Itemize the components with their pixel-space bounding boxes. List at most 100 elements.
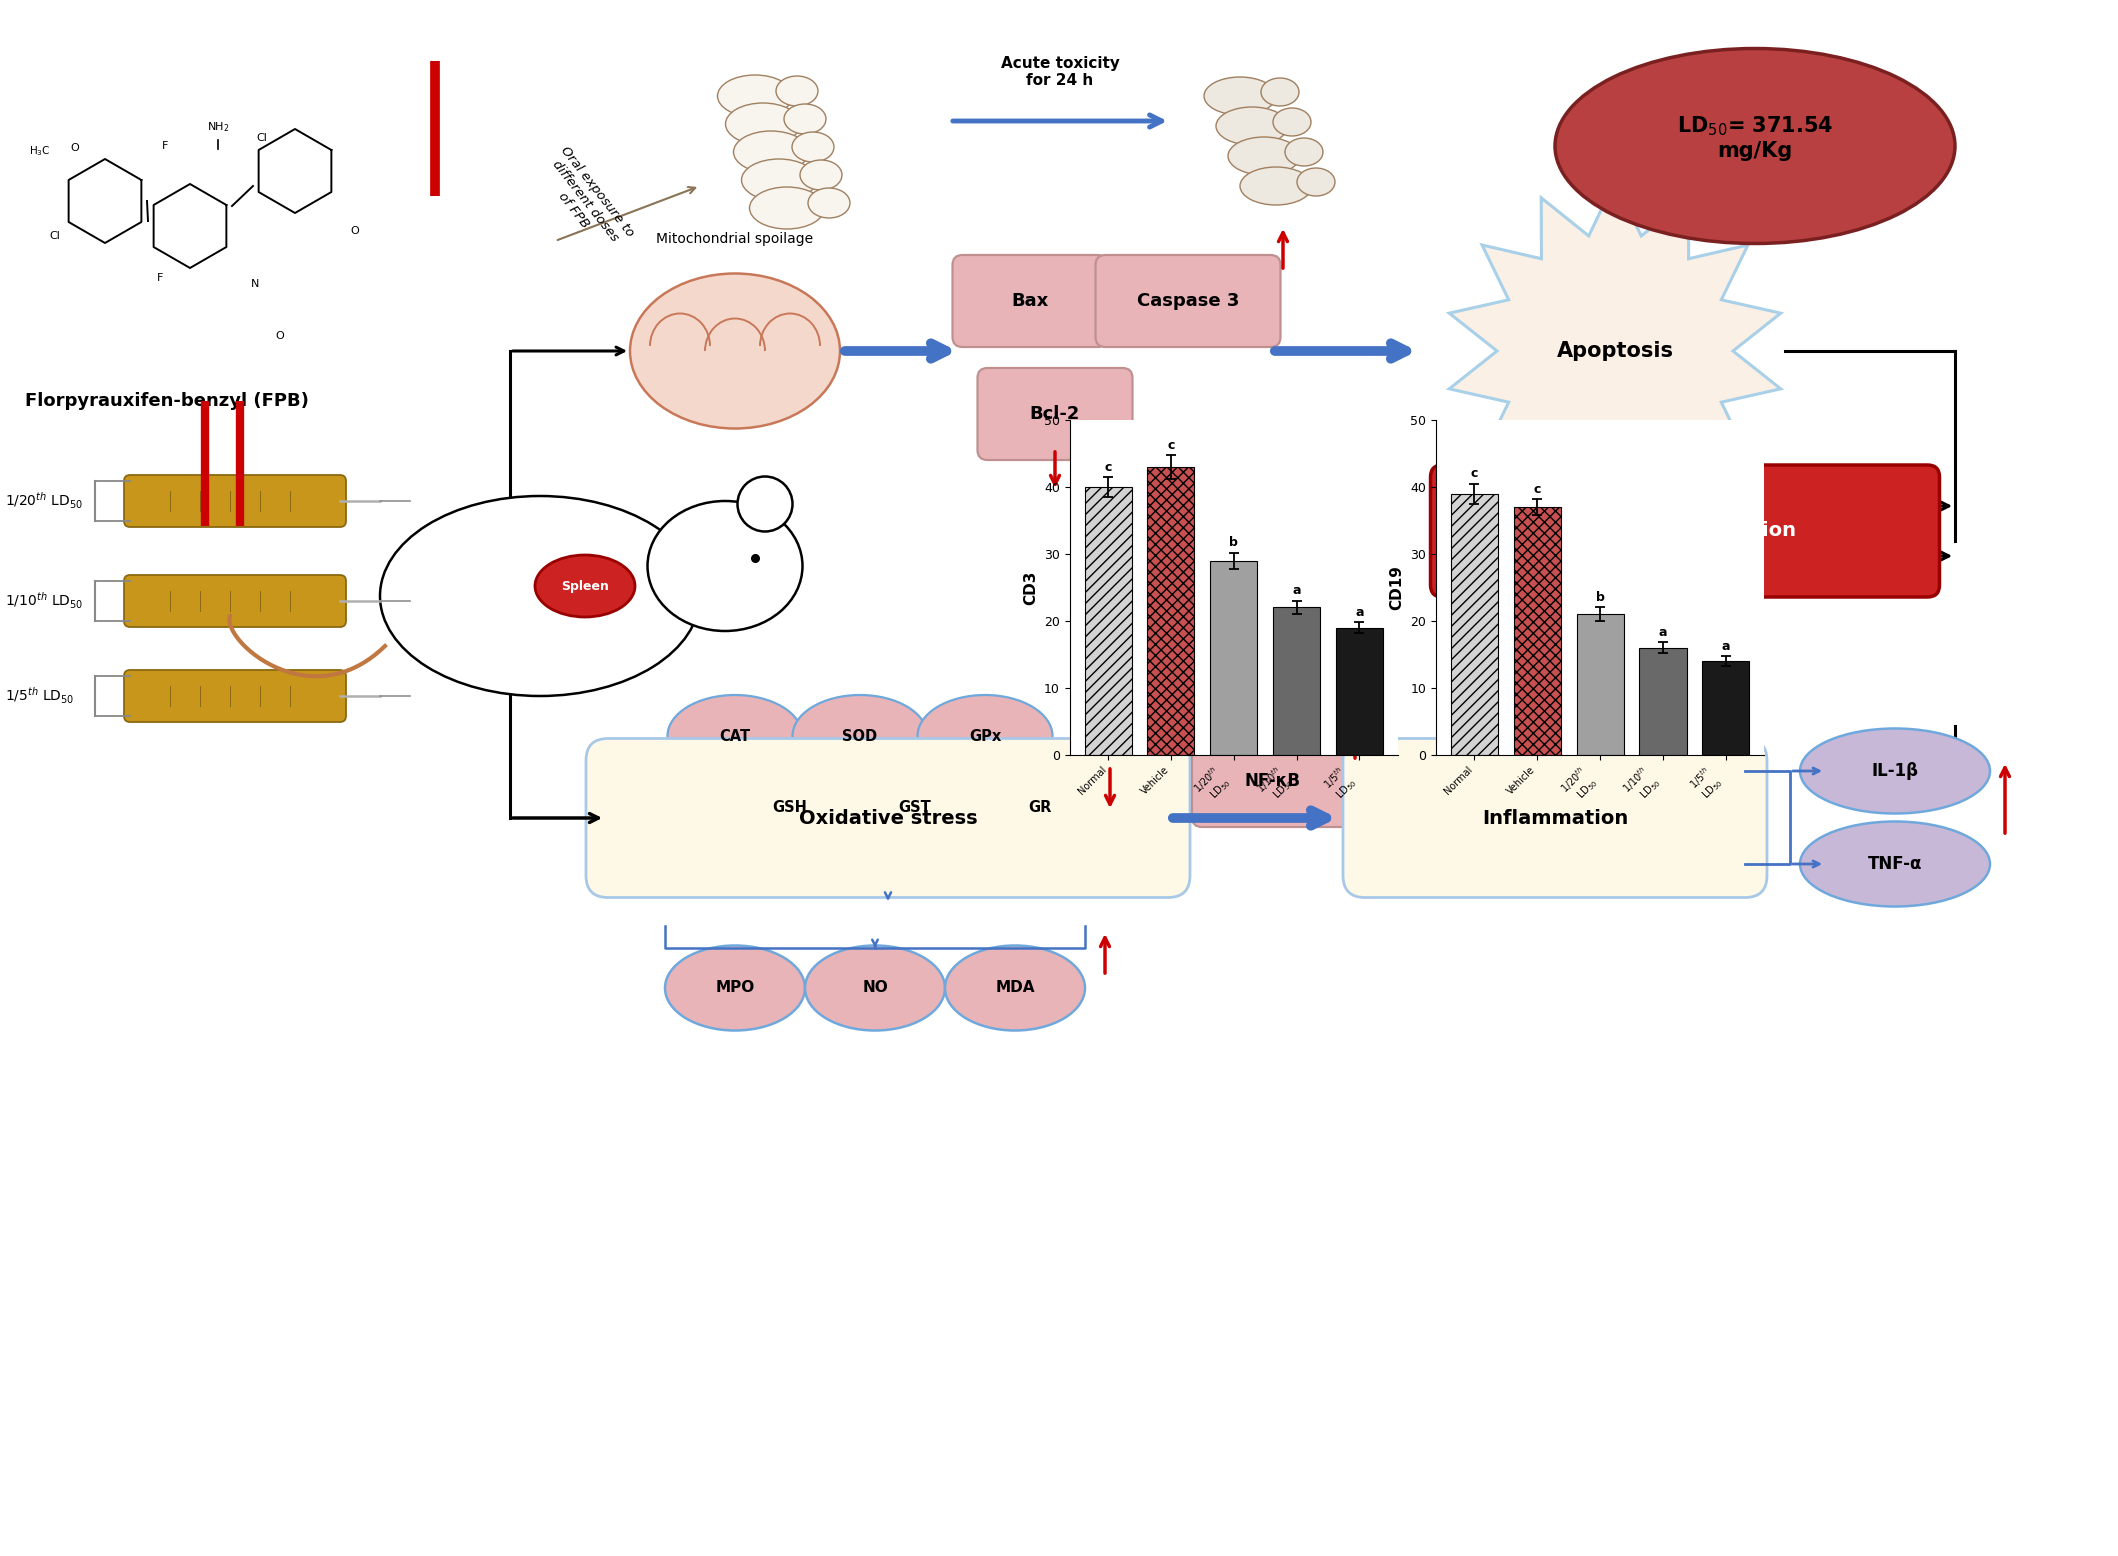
Ellipse shape [667, 696, 803, 776]
Text: Immunosuppression: Immunosuppression [1574, 521, 1796, 540]
Text: c: c [1103, 461, 1112, 473]
Polygon shape [1449, 180, 1781, 521]
Text: a: a [1356, 605, 1364, 619]
Text: F: F [161, 142, 167, 151]
Text: 1/10$^{th}$ LD$_{50}$: 1/10$^{th}$ LD$_{50}$ [4, 591, 83, 612]
Text: O: O [352, 226, 360, 237]
FancyBboxPatch shape [953, 255, 1108, 347]
Ellipse shape [1800, 822, 1991, 907]
Bar [1336, 627, 1383, 755]
Bar [1209, 560, 1258, 755]
Bar [1514, 507, 1561, 755]
Text: c: c [1167, 439, 1175, 451]
Ellipse shape [1286, 138, 1324, 166]
Text: O: O [70, 143, 78, 152]
Text: H$_3$C: H$_3$C [30, 145, 51, 157]
Text: b: b [1228, 537, 1239, 549]
Text: N: N [250, 279, 258, 289]
Text: a: a [1658, 626, 1667, 640]
Ellipse shape [741, 159, 818, 201]
Y-axis label: CD3: CD3 [1023, 569, 1038, 605]
Bar [1451, 493, 1497, 755]
Ellipse shape [807, 188, 849, 218]
Ellipse shape [805, 946, 945, 1030]
Text: b: b [1595, 591, 1605, 604]
Ellipse shape [775, 76, 818, 106]
Text: c: c [1470, 467, 1478, 481]
Ellipse shape [737, 476, 792, 532]
Ellipse shape [665, 946, 805, 1030]
Bar [1576, 615, 1625, 755]
FancyBboxPatch shape [587, 739, 1190, 898]
Text: Cl: Cl [49, 230, 61, 241]
Ellipse shape [648, 501, 803, 632]
Text: F: F [157, 272, 163, 283]
Text: O: O [275, 331, 284, 341]
Text: a: a [1722, 640, 1730, 654]
Text: Acute toxicity
for 24 h: Acute toxicity for 24 h [1000, 56, 1120, 89]
Bar [1703, 661, 1749, 755]
Ellipse shape [750, 187, 824, 229]
Text: TNF-α: TNF-α [1868, 854, 1923, 873]
Text: MPO: MPO [716, 980, 754, 996]
Ellipse shape [1296, 168, 1334, 196]
Ellipse shape [722, 767, 858, 850]
Ellipse shape [847, 767, 983, 850]
Text: Bax: Bax [1012, 293, 1048, 310]
Text: SOD: SOD [843, 728, 877, 744]
Ellipse shape [1260, 78, 1298, 106]
Ellipse shape [792, 132, 834, 162]
Bar [1148, 467, 1195, 755]
Text: NO: NO [862, 980, 887, 996]
Ellipse shape [726, 103, 801, 145]
Ellipse shape [1273, 107, 1311, 135]
Ellipse shape [1228, 137, 1300, 174]
Y-axis label: CD19: CD19 [1389, 565, 1404, 610]
FancyBboxPatch shape [1430, 465, 1940, 598]
Text: Oral exposure to
different doses
of FPB: Oral exposure to different doses of FPB [534, 145, 635, 258]
Text: 1/20$^{th}$ LD$_{50}$: 1/20$^{th}$ LD$_{50}$ [4, 490, 83, 512]
Text: Apoptosis: Apoptosis [1557, 341, 1673, 361]
Ellipse shape [945, 946, 1084, 1030]
FancyBboxPatch shape [125, 475, 345, 527]
Text: GPx: GPx [968, 728, 1002, 744]
Ellipse shape [718, 75, 792, 117]
FancyBboxPatch shape [1343, 739, 1766, 898]
Text: LD$_{50}$= 371.54
mg/Kg: LD$_{50}$= 371.54 mg/Kg [1677, 115, 1834, 162]
Ellipse shape [733, 131, 809, 173]
Text: NH$_2$: NH$_2$ [208, 120, 229, 134]
Text: Mitochondrial spoilage: Mitochondrial spoilage [657, 232, 813, 246]
Text: a: a [1292, 585, 1300, 598]
Text: Bcl-2: Bcl-2 [1029, 405, 1080, 423]
Text: MDA: MDA [995, 980, 1036, 996]
FancyBboxPatch shape [125, 576, 345, 627]
Text: Spleen: Spleen [561, 579, 610, 593]
Text: Oxidative stress: Oxidative stress [798, 809, 976, 828]
Ellipse shape [792, 696, 928, 776]
Text: Caspase 3: Caspase 3 [1137, 293, 1239, 310]
Ellipse shape [784, 104, 826, 134]
Text: 1/5$^{th}$ LD$_{50}$: 1/5$^{th}$ LD$_{50}$ [4, 686, 74, 706]
Ellipse shape [917, 696, 1053, 776]
Ellipse shape [536, 555, 635, 618]
FancyBboxPatch shape [979, 369, 1133, 461]
Bar [1084, 487, 1131, 755]
Text: GR: GR [1029, 800, 1053, 815]
Bar [1273, 607, 1320, 755]
Ellipse shape [1555, 48, 1955, 243]
FancyBboxPatch shape [125, 671, 345, 722]
Ellipse shape [1216, 107, 1288, 145]
Text: Cl: Cl [256, 132, 267, 143]
Text: CAT: CAT [720, 728, 750, 744]
Ellipse shape [629, 274, 841, 428]
Text: IL-1β: IL-1β [1872, 762, 1919, 780]
Text: c: c [1533, 482, 1542, 496]
Bar [1639, 647, 1686, 755]
Ellipse shape [972, 767, 1108, 850]
Ellipse shape [801, 160, 843, 190]
Text: Florpyrauxifen-benzyl (FPB): Florpyrauxifen-benzyl (FPB) [25, 392, 309, 409]
Ellipse shape [379, 496, 701, 696]
FancyBboxPatch shape [1095, 255, 1281, 347]
Text: GSH: GSH [773, 800, 807, 815]
Ellipse shape [1800, 728, 1991, 814]
